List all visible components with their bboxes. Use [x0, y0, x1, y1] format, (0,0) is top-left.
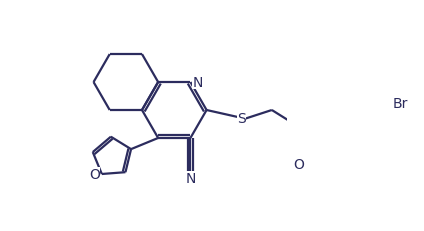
Text: S: S	[237, 112, 246, 125]
Text: Br: Br	[393, 97, 408, 111]
Text: N: N	[185, 172, 195, 185]
Text: N: N	[192, 76, 203, 90]
Text: O: O	[293, 157, 304, 171]
Text: O: O	[89, 167, 100, 181]
